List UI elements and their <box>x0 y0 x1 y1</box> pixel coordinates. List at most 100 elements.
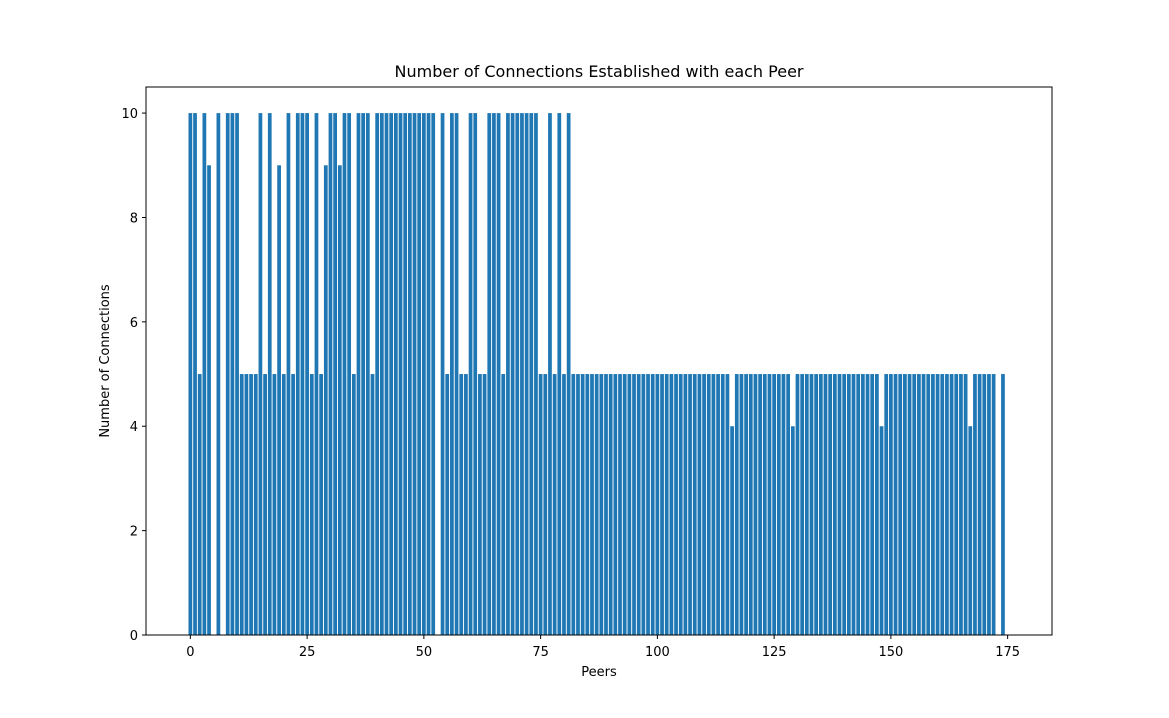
bar <box>305 113 309 636</box>
bar <box>216 113 221 636</box>
x-tick-label: 125 <box>762 645 787 660</box>
bar <box>548 113 552 636</box>
bar <box>552 374 557 635</box>
bar <box>576 374 580 635</box>
bar <box>893 374 898 635</box>
bar <box>898 374 903 635</box>
bar <box>655 374 660 635</box>
bar <box>370 374 375 635</box>
bar <box>407 113 412 636</box>
bar <box>846 374 851 635</box>
bar <box>832 374 837 635</box>
bar <box>197 374 202 635</box>
bar <box>907 374 912 635</box>
bar <box>235 113 239 636</box>
bar <box>426 113 431 636</box>
bar <box>921 374 926 635</box>
bar <box>356 113 361 636</box>
bar <box>375 113 380 636</box>
bar <box>538 374 543 635</box>
x-tick-label: 100 <box>645 645 670 660</box>
bar <box>351 374 356 635</box>
bar <box>510 113 515 636</box>
bar <box>384 113 389 636</box>
bar <box>566 113 571 636</box>
bar <box>193 113 197 636</box>
bar <box>253 374 258 635</box>
bar <box>379 113 384 636</box>
bar <box>781 374 786 635</box>
bar <box>968 426 973 635</box>
bar <box>478 374 482 635</box>
bar <box>468 113 473 636</box>
bar <box>459 374 464 635</box>
x-tick-label: 25 <box>299 645 316 660</box>
bar <box>903 374 907 635</box>
bar <box>333 113 338 636</box>
bar <box>912 374 917 635</box>
bar <box>809 374 814 635</box>
bar <box>431 113 436 636</box>
chart-title: Number of Connections Established with e… <box>395 62 804 81</box>
bar <box>445 374 450 635</box>
bar <box>973 374 977 635</box>
bar <box>300 113 305 636</box>
bar <box>230 113 235 636</box>
bar <box>814 374 819 635</box>
bar <box>762 374 767 635</box>
bar <box>622 374 627 635</box>
bar <box>403 113 408 636</box>
bar <box>730 426 734 635</box>
bar <box>188 113 193 636</box>
bar <box>795 374 800 635</box>
bar <box>365 113 370 636</box>
bar <box>529 113 534 636</box>
y-tick-label: 6 <box>130 316 138 331</box>
bar <box>987 374 991 635</box>
bar <box>277 165 281 636</box>
bar <box>543 374 548 635</box>
bar <box>931 374 935 635</box>
bar <box>347 113 352 636</box>
bar <box>818 374 823 635</box>
bar <box>860 374 865 635</box>
bar <box>711 374 716 635</box>
bar <box>389 113 394 636</box>
bar <box>786 374 791 635</box>
bar <box>263 374 267 635</box>
bar <box>837 374 842 635</box>
bar <box>720 374 725 635</box>
bar <box>417 113 422 636</box>
bar <box>562 374 566 635</box>
bar <box>207 165 211 636</box>
x-axis-label: Peers <box>581 665 617 680</box>
bar <box>608 374 613 635</box>
bar <box>398 113 403 636</box>
bar <box>632 374 636 635</box>
bar <box>594 374 599 635</box>
bar <box>590 374 594 635</box>
x-tick-label: 150 <box>878 645 903 660</box>
bar <box>683 374 688 635</box>
bar <box>585 374 590 635</box>
bar <box>580 374 585 635</box>
bar <box>716 374 720 635</box>
x-tick-label: 0 <box>186 645 194 660</box>
bar <box>613 374 618 635</box>
bar <box>281 374 286 635</box>
bar <box>692 374 697 635</box>
bar <box>772 374 776 635</box>
bar <box>702 374 706 635</box>
bar <box>450 113 454 636</box>
bar <box>842 374 847 635</box>
bar <box>800 374 805 635</box>
bar <box>534 113 538 636</box>
bar <box>650 374 655 635</box>
bar <box>249 374 253 635</box>
bar <box>940 374 945 635</box>
bar <box>856 374 861 635</box>
y-tick-label: 2 <box>130 525 138 540</box>
x-axis-ticks: 0 25 50 75 100 125 150 175 <box>186 635 1020 660</box>
